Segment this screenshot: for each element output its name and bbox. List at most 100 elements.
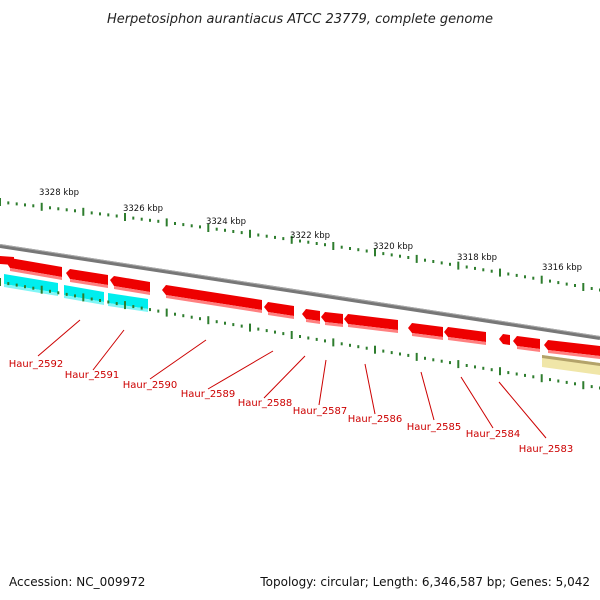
minor-tick — [574, 382, 576, 386]
gene-arrow[interactable] — [110, 276, 150, 292]
scale-labels: 3328 kbp 3326 kbp 3324 kbp 3322 kbp 3320… — [39, 188, 582, 273]
minor-tick — [507, 371, 510, 375]
minor-tick — [549, 279, 551, 283]
gene-label[interactable]: Haur_2585 — [407, 422, 462, 433]
major-tick — [82, 293, 85, 302]
minor-tick — [224, 321, 226, 325]
minor-tick — [174, 312, 176, 316]
scale-label: 3318 kbp — [457, 253, 497, 263]
minor-tick — [199, 317, 201, 321]
major-tick — [415, 254, 418, 263]
leader-line — [263, 355, 306, 399]
minor-tick — [65, 208, 68, 212]
gene-arrow-side — [166, 295, 262, 313]
gene-arrow[interactable] — [513, 336, 540, 349]
minor-tick — [382, 349, 385, 353]
gene-label[interactable]: Haur_2591 — [65, 370, 120, 381]
minor-tick — [557, 281, 560, 285]
minor-tick — [590, 385, 593, 389]
major-tick — [374, 345, 376, 354]
gene-arrow[interactable] — [344, 314, 398, 330]
minor-tick — [32, 204, 35, 208]
gene-arrow[interactable] — [302, 309, 320, 321]
minor-tick — [132, 216, 135, 220]
gene-arrow-side — [448, 337, 486, 345]
minor-tick — [474, 266, 476, 270]
other-feature[interactable] — [542, 355, 600, 375]
gene-arrow[interactable] — [544, 340, 600, 356]
minor-tick — [524, 373, 526, 377]
minor-tick — [490, 269, 493, 273]
major-tick — [82, 207, 85, 216]
gene-label[interactable]: Haur_2589 — [181, 389, 236, 400]
major-tick — [499, 367, 501, 376]
minor-tick — [240, 324, 243, 328]
gene-arrow[interactable] — [499, 334, 510, 345]
gene-arrow[interactable] — [162, 285, 262, 310]
gene-arrow[interactable] — [321, 312, 343, 324]
minor-tick — [574, 284, 576, 287]
minor-tick — [465, 265, 468, 269]
gene-arrow[interactable] — [408, 323, 443, 337]
minor-tick — [149, 308, 151, 312]
rna-feature[interactable] — [108, 293, 148, 309]
minor-tick — [15, 202, 18, 206]
gene-label[interactable]: Haur_2587 — [293, 406, 348, 417]
scale-label: 3320 kbp — [373, 242, 413, 252]
minor-tick — [157, 219, 160, 223]
topology-text: Topology: circular; Length: 6,346,587 bp… — [259, 575, 590, 589]
major-tick — [540, 374, 543, 383]
minor-tick — [315, 337, 318, 341]
rna-feature[interactable] — [4, 274, 58, 293]
minor-tick — [32, 286, 35, 290]
minor-tick — [399, 254, 401, 258]
minor-tick — [324, 243, 326, 247]
inner-scale-ring — [0, 278, 600, 390]
minor-tick — [307, 240, 310, 244]
minor-tick — [282, 332, 285, 336]
major-tick — [249, 323, 251, 332]
major-tick — [582, 283, 585, 291]
minor-tick — [524, 275, 526, 279]
minor-tick — [240, 231, 243, 235]
gene-label[interactable]: Haur_2590 — [123, 380, 178, 391]
minor-tick — [74, 209, 76, 213]
leader-line — [149, 339, 207, 380]
gene-label[interactable]: Haur_2586 — [348, 414, 403, 425]
leader-line — [318, 359, 327, 406]
gene-arrow-side — [325, 322, 343, 327]
major-tick — [124, 213, 126, 221]
minor-tick — [274, 330, 276, 334]
minor-tick — [440, 359, 443, 363]
minor-tick — [424, 356, 426, 360]
gene-arrow[interactable] — [66, 269, 108, 285]
minor-tick — [274, 235, 276, 239]
scale-label: 3326 kbp — [123, 204, 163, 214]
minor-tick — [424, 258, 426, 262]
gene-arrow-side — [348, 324, 398, 333]
gene-arrow-side — [114, 286, 150, 295]
scale-label: 3322 kbp — [290, 231, 330, 241]
minor-tick — [107, 300, 110, 304]
gene-arrow[interactable] — [6, 258, 62, 277]
minor-tick — [407, 256, 410, 259]
gene-label[interactable]: Haur_2592 — [9, 359, 64, 370]
minor-tick — [190, 224, 193, 228]
scale-label: 3316 kbp — [542, 263, 582, 273]
minor-tick — [307, 336, 310, 340]
minor-tick — [57, 207, 60, 211]
gene-arrow[interactable] — [264, 302, 294, 316]
leader-line — [207, 350, 274, 390]
minor-tick — [57, 291, 60, 295]
major-tick — [582, 381, 585, 390]
minor-tick — [132, 305, 135, 309]
gene-label[interactable]: Haur_2588 — [238, 398, 293, 409]
leader-line — [420, 371, 435, 421]
minor-tick — [115, 302, 118, 306]
gene-arrow-side — [306, 319, 320, 324]
minor-tick — [515, 273, 518, 277]
gene-label[interactable]: Haur_2583 — [519, 444, 574, 455]
gene-arrow[interactable] — [444, 327, 486, 342]
gene-label[interactable]: Haur_2584 — [466, 429, 521, 440]
minor-tick — [449, 262, 451, 266]
